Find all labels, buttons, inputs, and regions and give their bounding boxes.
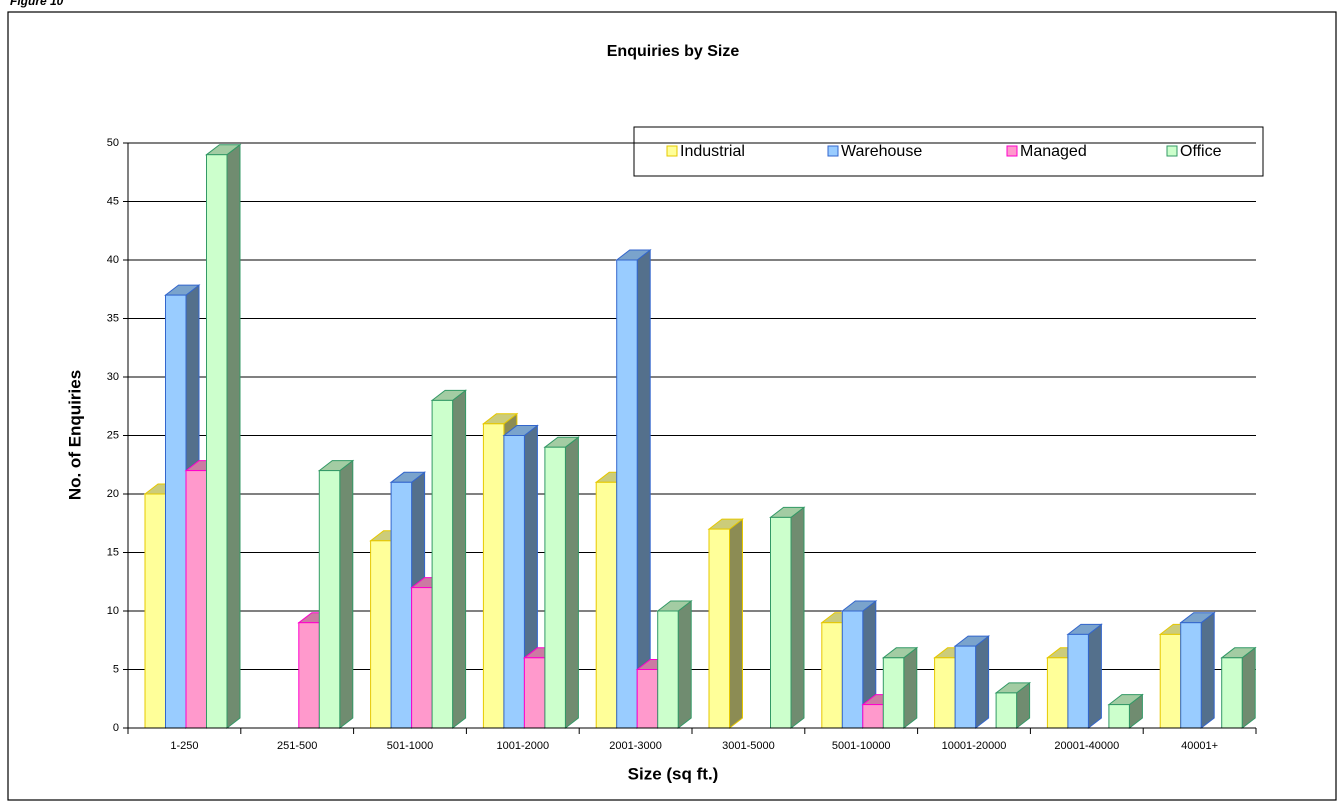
bar-side (677, 599, 692, 730)
bar (431, 399, 454, 729)
x-tick-label: 40001+ (1181, 740, 1218, 752)
bar (770, 516, 792, 729)
bar-side (903, 646, 918, 730)
y-tick-label: 15 (107, 546, 119, 558)
bar-side (1200, 611, 1215, 730)
x-tick-label: 501-1000 (387, 740, 434, 752)
bar-side (975, 635, 990, 730)
legend-label: Office (1180, 143, 1222, 160)
bar (1108, 704, 1130, 729)
x-tick-label: 251-500 (277, 740, 317, 752)
bar (995, 692, 1018, 729)
bar-side (729, 518, 743, 730)
bar (390, 481, 413, 729)
legend-label: Industrial (680, 143, 745, 160)
bar-side (564, 436, 579, 730)
x-axis-label: Size (sq ft.) (628, 764, 719, 783)
bar-side (226, 143, 241, 730)
chart-title: Enquiries by Size (607, 43, 740, 60)
bar-side (452, 389, 467, 730)
bar (544, 446, 566, 729)
y-tick-label: 5 (113, 663, 119, 675)
legend-label: Warehouse (841, 143, 922, 160)
x-tick-label: 10001-20000 (942, 740, 1007, 752)
bar-side (1241, 646, 1256, 730)
bar (954, 645, 977, 729)
legend-swatch (1166, 145, 1178, 157)
bar (657, 610, 679, 729)
bar (482, 423, 505, 729)
bar (708, 528, 730, 729)
bar (165, 294, 187, 729)
legend-label: Managed (1020, 143, 1087, 160)
bar (1046, 657, 1069, 729)
legend-swatch (666, 145, 678, 157)
y-tick-label: 45 (107, 195, 119, 207)
bar (616, 259, 638, 729)
bar-side (1087, 623, 1102, 730)
legend-swatch (827, 145, 839, 157)
bar-side (790, 506, 805, 730)
bar (1159, 633, 1182, 729)
x-tick-label: 20001-40000 (1054, 740, 1119, 752)
bar (1180, 622, 1202, 729)
figure-label: Figure 10 (10, 0, 64, 8)
x-tick-label: 1001-2000 (496, 740, 549, 752)
bar-side (636, 248, 651, 730)
bar (370, 540, 392, 729)
bar (206, 154, 228, 729)
bar (882, 657, 905, 729)
y-tick-label: 35 (107, 312, 119, 324)
x-tick-label: 2001-3000 (609, 740, 662, 752)
bar (523, 657, 546, 729)
bar (144, 493, 166, 729)
y-tick-label: 50 (107, 137, 119, 149)
y-tick-label: 10 (107, 605, 119, 617)
legend (633, 126, 1264, 177)
bar (318, 470, 341, 729)
bar (934, 657, 956, 729)
bar-side (339, 459, 354, 730)
y-tick-label: 40 (107, 254, 119, 266)
y-axis-label: No. of Enquiries (65, 370, 84, 500)
x-tick-label: 3001-5000 (722, 740, 775, 752)
bar (841, 610, 864, 729)
y-tick-label: 20 (107, 488, 119, 500)
bar (595, 481, 618, 729)
bar (636, 669, 659, 729)
y-tick-label: 0 (113, 722, 119, 734)
bar (185, 470, 207, 729)
legend-swatch (1006, 145, 1018, 157)
bar (1221, 657, 1243, 729)
bar (1067, 633, 1089, 729)
x-tick-label: 5001-10000 (832, 740, 891, 752)
x-tick-label: 1-250 (170, 740, 198, 752)
y-tick-label: 30 (107, 371, 119, 383)
bar (411, 587, 433, 729)
bar (298, 622, 320, 729)
bar (862, 704, 884, 729)
bar (821, 622, 843, 729)
bar (503, 435, 525, 729)
y-tick-label: 25 (107, 429, 119, 441)
